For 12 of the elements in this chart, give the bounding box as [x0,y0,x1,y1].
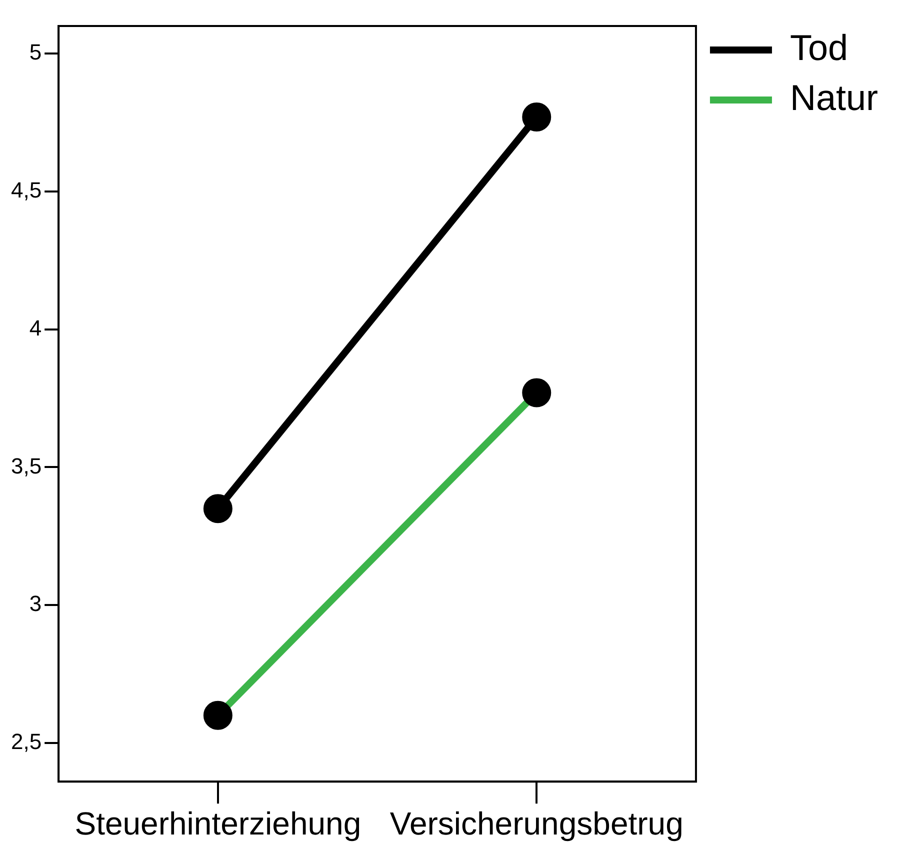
y-tick-label: 2,5 [10,729,42,754]
point [203,494,232,524]
x-tick-label: Versicherungsbetrug [390,806,684,842]
legend-label: Natur [790,76,878,118]
y-tick-label: 3 [29,591,42,616]
x-tick-label: Steuerhinterziehung [74,806,362,842]
y-tick-label: 4,5 [10,178,42,203]
legend-label: Tod [790,26,848,68]
y-tick-label: 3,5 [10,453,42,478]
y-tick-label: 4 [29,315,42,340]
y-tick-label: 5 [29,40,42,65]
point [522,102,552,132]
